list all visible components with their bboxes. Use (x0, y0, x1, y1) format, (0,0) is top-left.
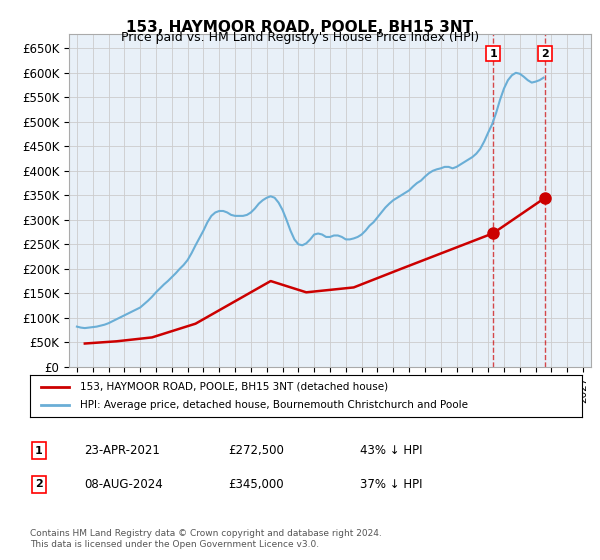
Text: HPI: Average price, detached house, Bournemouth Christchurch and Poole: HPI: Average price, detached house, Bour… (80, 400, 467, 410)
Text: 23-APR-2021: 23-APR-2021 (84, 444, 160, 458)
Text: £345,000: £345,000 (228, 478, 284, 491)
Text: 2: 2 (541, 49, 549, 59)
Text: 08-AUG-2024: 08-AUG-2024 (84, 478, 163, 491)
Text: Contains HM Land Registry data © Crown copyright and database right 2024.
This d: Contains HM Land Registry data © Crown c… (30, 529, 382, 549)
Text: 37% ↓ HPI: 37% ↓ HPI (360, 478, 422, 491)
Text: 1: 1 (489, 49, 497, 59)
Text: 1: 1 (35, 446, 43, 456)
Text: 2: 2 (35, 479, 43, 489)
Text: 43% ↓ HPI: 43% ↓ HPI (360, 444, 422, 458)
Text: £272,500: £272,500 (228, 444, 284, 458)
Text: 153, HAYMOOR ROAD, POOLE, BH15 3NT: 153, HAYMOOR ROAD, POOLE, BH15 3NT (127, 20, 473, 35)
Text: Price paid vs. HM Land Registry's House Price Index (HPI): Price paid vs. HM Land Registry's House … (121, 31, 479, 44)
Text: 153, HAYMOOR ROAD, POOLE, BH15 3NT (detached house): 153, HAYMOOR ROAD, POOLE, BH15 3NT (deta… (80, 382, 388, 392)
